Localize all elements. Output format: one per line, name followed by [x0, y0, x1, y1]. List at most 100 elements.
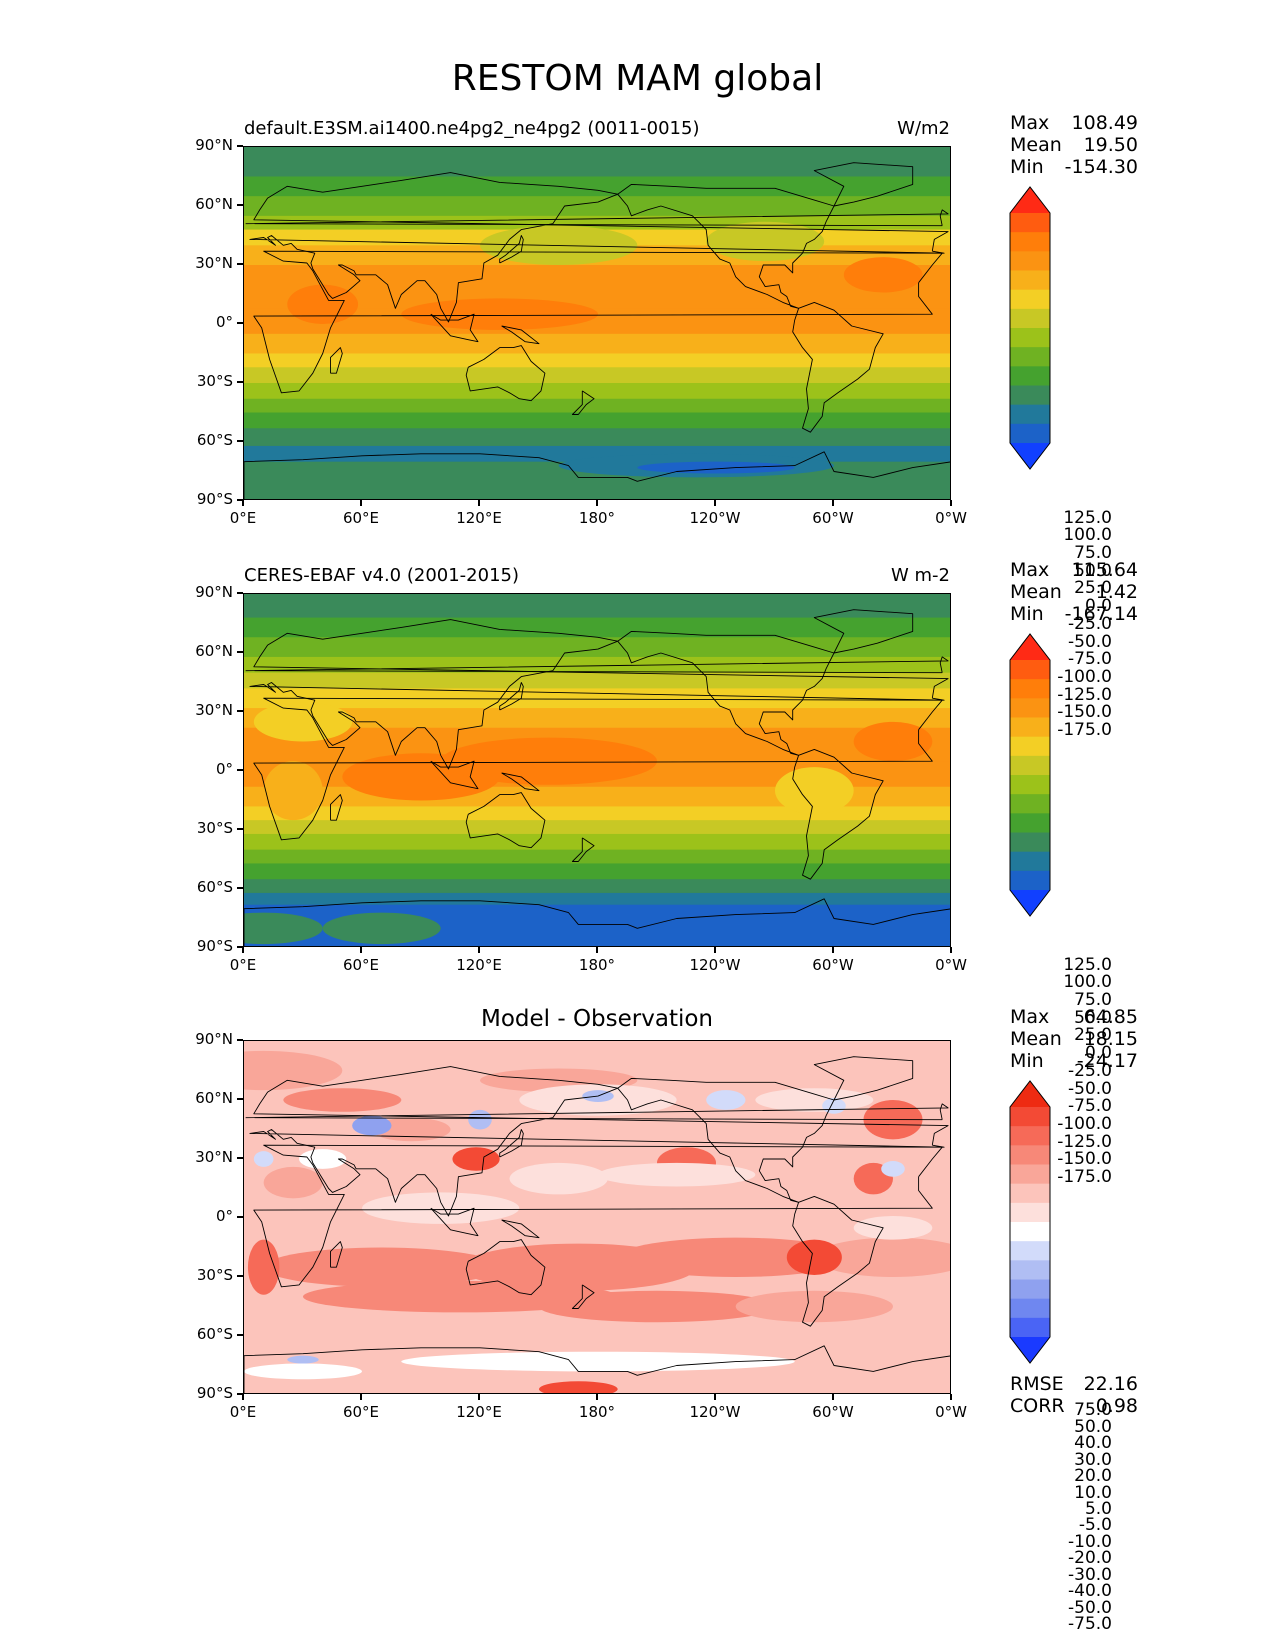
colorbar-extend-min: [1010, 443, 1050, 469]
rmse-value: 22.16: [1083, 1373, 1138, 1395]
lat-tick-label: 30°N: [195, 701, 233, 719]
coastline: [792, 748, 884, 880]
lon-tick-label: 180°: [578, 1403, 616, 1421]
contour-band: [244, 849, 950, 864]
lat-tick-label: 0°: [215, 760, 233, 778]
lon-tick: [950, 500, 952, 506]
lon-tick: [242, 1394, 244, 1400]
lat-tick: [237, 145, 243, 147]
coastline: [501, 325, 540, 345]
contour-region: [468, 1109, 492, 1130]
max-value: 64.85: [1083, 1006, 1138, 1028]
lon-tick-label: 0°E: [229, 1403, 257, 1421]
contour-band: [244, 656, 950, 674]
colorbar-tick-label: -20.0: [1068, 1548, 1112, 1569]
colorbar-outline: [1009, 186, 1051, 470]
coastline: [571, 1284, 595, 1309]
contour-region: [706, 221, 825, 262]
colorbar-segment: [1010, 213, 1050, 233]
colorbar: 125.0 100.0 75.0 50.0 25.0 0.0 -25.0 -50.0 -75.0…: [1008, 185, 1112, 740]
lon-tick: [714, 1394, 716, 1400]
min-label: Min: [1010, 603, 1044, 625]
colorbar-segment: [1010, 1298, 1050, 1319]
contour-band: [244, 265, 950, 309]
lon-tick-label: 60°W: [812, 1403, 854, 1421]
coastline: [249, 172, 949, 323]
contour-region: [637, 461, 795, 474]
lat-tick: [237, 710, 243, 712]
lat-tick: [237, 828, 243, 830]
lon-tick: [832, 500, 834, 506]
lat-tick-label: 0°: [215, 1207, 233, 1225]
lon-tick-label: 0°W: [935, 956, 967, 974]
lat-tick: [237, 592, 243, 594]
lon-tick-label: 120°E: [456, 1403, 502, 1421]
lon-tick-label: 60°E: [342, 956, 380, 974]
contour-band: [244, 863, 950, 880]
lat-tick-label: 60°S: [196, 431, 233, 449]
contour-region: [299, 1149, 347, 1169]
min-label: Min: [1010, 156, 1044, 178]
mean-value: 19.50: [1083, 134, 1138, 156]
stats-box: Max 108.49 Mean 19.50 Min -154.30: [1010, 112, 1138, 178]
max-label: Max: [1010, 559, 1050, 581]
lat-tick: [237, 440, 243, 442]
colorbar-segment: [1010, 251, 1050, 271]
lon-tick: [360, 500, 362, 506]
lat-tick: [237, 651, 243, 653]
colorbar-tick-label: 75.0: [1074, 543, 1112, 564]
figure-title: RESTOM MAM global: [451, 58, 824, 99]
contour-band: [244, 892, 950, 906]
colorbar-tick-label: 125.0: [1063, 507, 1112, 528]
contour-region: [735, 1290, 893, 1323]
colorbar-tick-label: -40.0: [1068, 1581, 1112, 1602]
lon-tick-label: 120°E: [456, 956, 502, 974]
lon-tick-label: 60°W: [812, 509, 854, 527]
colorbar-tick-label: -75.0: [1068, 1096, 1112, 1117]
lon-tick-label: 0°E: [229, 956, 257, 974]
lon-tick-label: 60°E: [342, 509, 380, 527]
colorbar-graphic: [1009, 1080, 1051, 1364]
contour-band: [244, 688, 950, 709]
map-plot: [243, 593, 951, 947]
coastline: [571, 837, 595, 862]
lat-tick-label: 30°N: [195, 1148, 233, 1166]
colorbar-tick-label: -150.0: [1057, 702, 1112, 723]
map-plot: [243, 1040, 951, 1394]
colorbar-graphic: [1009, 186, 1051, 470]
contour-region: [263, 1247, 500, 1287]
contour-band: [244, 637, 950, 658]
colorbar-segment: [1010, 755, 1050, 776]
min-label: Min: [1010, 1050, 1044, 1072]
colorbar-tick-label: 50.0: [1074, 1416, 1112, 1437]
mean-value: 18.15: [1083, 1028, 1138, 1050]
coastline: [571, 390, 595, 415]
contour-region: [352, 1115, 392, 1136]
contour-region: [853, 721, 933, 762]
lat-tick-label: 30°S: [196, 372, 233, 390]
contour-region: [843, 257, 923, 293]
colorbar-tick-label: 30.0: [1074, 1449, 1112, 1470]
colorbar-tick-label: -100.0: [1057, 1113, 1112, 1134]
mean-label: Mean: [1010, 581, 1062, 603]
colorbar-tick-label: 10.0: [1074, 1482, 1112, 1503]
lat-tick-label: 60°N: [195, 1089, 233, 1107]
contour-band: [244, 367, 950, 384]
contour-region: [287, 1355, 319, 1364]
coastline: [244, 1345, 950, 1393]
contour-region: [287, 284, 359, 324]
contour-band: [244, 879, 950, 894]
colorbar-tick-label: 40.0: [1074, 1433, 1112, 1454]
colorbar-segment: [1010, 1164, 1050, 1185]
colorbar-tick-label: -100.0: [1057, 666, 1112, 687]
colorbar-tick-label: -10.0: [1068, 1531, 1112, 1552]
contour-region: [283, 1088, 402, 1112]
lat-tick-label: 90°N: [195, 1030, 233, 1048]
lat-tick: [237, 263, 243, 265]
contour-region: [371, 1117, 451, 1142]
contour-region: [452, 1147, 500, 1171]
contour-region: [539, 1290, 775, 1323]
stats-box: Max 64.85 Mean 18.15 Min -24.17: [1010, 1006, 1138, 1072]
colorbar-segment: [1010, 1317, 1050, 1338]
lon-tick: [950, 1394, 952, 1400]
